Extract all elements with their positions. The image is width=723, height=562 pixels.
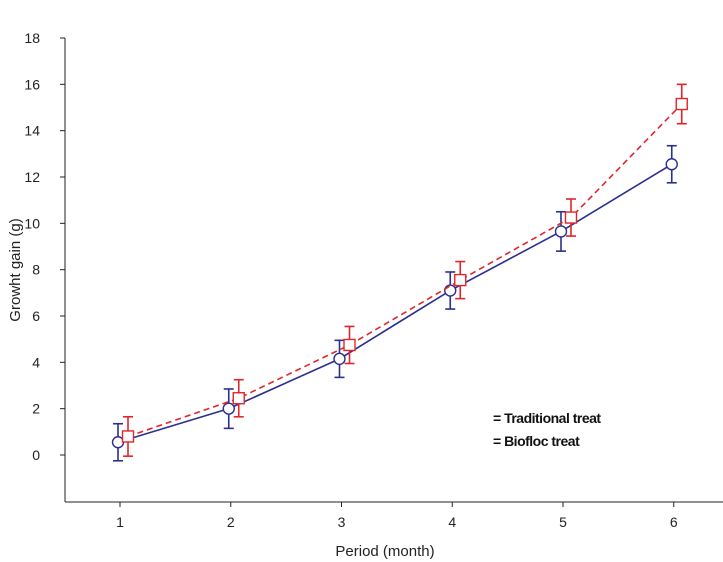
x-tick-label: 4 [448, 514, 456, 530]
x-tick-label: 6 [670, 514, 678, 530]
x-tick-label: 3 [338, 514, 346, 530]
series-line [117, 163, 673, 444]
y-tick-label: 16 [24, 76, 40, 92]
x-tick-label: 1 [116, 514, 124, 530]
series-line [127, 103, 683, 438]
data-point [222, 402, 235, 415]
data-point [333, 352, 346, 366]
data-point [444, 284, 457, 297]
data-point [454, 273, 467, 287]
y-tick-label: 2 [32, 401, 40, 417]
plot-series [111, 83, 688, 462]
axes [64, 38, 723, 503]
series-biofloc [121, 83, 688, 457]
data-point [665, 158, 678, 171]
y-tick-label: 8 [32, 262, 40, 278]
data-point [564, 211, 578, 224]
legend-label-biofloc: = Biofloc treat [493, 433, 580, 449]
x-tick-label: 2 [227, 514, 235, 530]
y-tick-label: 12 [24, 169, 40, 185]
y-ticks: 0 2 4 6 8 10 12 14 16 18 [24, 30, 65, 463]
x-axis-title: Period (month) [335, 543, 434, 560]
data-point [343, 338, 356, 352]
y-tick-label: 10 [24, 215, 40, 231]
y-tick-label: 14 [24, 123, 40, 139]
data-point [232, 392, 245, 405]
x-tick-label: 5 [559, 514, 567, 530]
y-tick-label: 18 [24, 30, 40, 46]
y-axis-title: Growht gain (g) [7, 218, 24, 321]
y-tick-label: 4 [32, 354, 40, 370]
data-point [675, 97, 688, 111]
y-tick-label: 6 [32, 308, 40, 324]
data-point [121, 430, 135, 443]
legend-label-traditional: = Traditional treat [493, 410, 601, 426]
x-ticks: 1 2 3 4 5 6 [116, 502, 678, 530]
data-point [554, 225, 568, 238]
y-tick-label: 0 [32, 447, 40, 463]
legend: = Traditional treat = Biofloc treat [493, 410, 602, 449]
series-traditional [111, 144, 678, 462]
